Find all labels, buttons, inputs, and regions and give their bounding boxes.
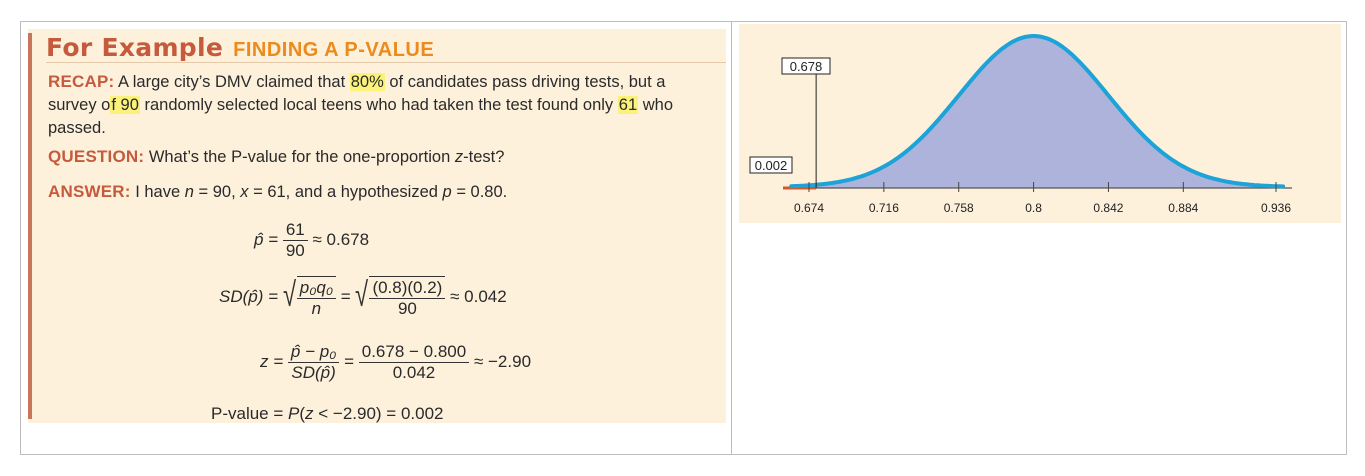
fraction-denominator: 90: [285, 241, 305, 260]
phat-formula: p̂ = 61 90 ≈ 0.678: [254, 220, 369, 261]
sd-formula: SD(p̂) = √ p₀q₀ n = √ (0.8)(0.2) 90 ≈ 0.042: [219, 276, 507, 319]
title-rule: [46, 62, 726, 63]
formula-text: P: [288, 404, 300, 423]
formula-text: ≈ 0.678: [312, 229, 370, 249]
x-tick-label: 0.936: [1261, 201, 1291, 215]
normal-curve-svg: 0.674 0.716 0.758 0.8 0.842 0.884 0.936 0.678 0.…: [749, 34, 1292, 215]
for-example-box: For Example FINDING A P-VALUE RECAP: A la…: [28, 29, 726, 423]
tail-area-label-box: [749, 156, 793, 174]
fraction-numerator: (0.8)(0.2): [369, 278, 446, 299]
formula-text: =: [340, 286, 351, 306]
accent-bar: [28, 33, 32, 419]
radical: √ p₀q₀ n: [283, 276, 337, 319]
pvalue-formula: P-value = P(z < −2.90) = 0.002: [211, 404, 444, 424]
normal-curve-chart: 0.674 0.716 0.758 0.8 0.842 0.884 0.936 0.678 0.…: [739, 24, 1341, 223]
fraction-denominator: SD(p̂): [291, 363, 336, 382]
recap-label: RECAP:: [48, 72, 115, 91]
formula-text: =: [344, 351, 355, 371]
answer-text: x: [240, 183, 249, 201]
recap-text: randomly selected local teens who had ta…: [139, 96, 618, 114]
sqrt-icon: √: [355, 276, 369, 314]
z-formula: z = p̂ − p₀ SD(p̂) = 0.678 − 0.800 0.042 ≈…: [260, 342, 531, 383]
normal-curve: [789, 34, 1286, 189]
answer-text: = 90,: [193, 183, 241, 201]
question-paragraph: QUESTION: What’s the P-value for the one…: [48, 145, 718, 169]
formula-text: SD(p̂) =: [219, 286, 279, 306]
recap-text: who passed.: [48, 96, 673, 137]
fraction-numerator: p̂ − p₀: [287, 342, 340, 363]
fraction-denominator: n: [311, 299, 322, 318]
x-tick-label: 0.842: [1093, 201, 1123, 215]
highlight-90: f 90: [110, 96, 140, 114]
question-label: QUESTION:: [48, 147, 145, 166]
x-tick-label: 0.8: [1025, 201, 1042, 215]
recap-paragraph: RECAP: A large city’s DMV claimed that 8…: [48, 70, 718, 140]
formula-text: ≈ 0.042: [450, 286, 507, 306]
highlight-80: 80%: [349, 73, 385, 91]
outer-frame: [20, 21, 1347, 455]
answer-text: = 0.80.: [451, 183, 508, 201]
observed-label: 0.678: [790, 59, 823, 74]
answer-paragraph: ANSWER: I have n = 90, x = 61, and a hyp…: [48, 180, 718, 204]
x-tick-label: 0.884: [1168, 201, 1198, 215]
example-title: For Example FINDING A P-VALUE: [46, 33, 434, 62]
answer-label: ANSWER:: [48, 182, 131, 201]
x-tick-label: 0.758: [944, 201, 974, 215]
x-tick-label: 0.716: [869, 201, 899, 215]
fraction-numerator: 61: [282, 220, 308, 241]
answer-text: = 61, and a hypothesized: [248, 183, 443, 201]
answer-text: n: [184, 183, 194, 201]
fraction: p̂ − p₀ SD(p̂): [287, 342, 340, 383]
fraction-numerator: p₀q₀: [296, 278, 337, 299]
formula-text: ≈ −2.90: [473, 351, 532, 371]
answer-text: I have: [130, 183, 185, 201]
shaded-area: [816, 36, 1284, 188]
fraction-denominator: 90: [397, 299, 417, 318]
formula-text: (: [299, 404, 306, 423]
fraction: 61 90: [282, 220, 308, 261]
question-text: What’s the P-value for the one-proportio…: [144, 148, 455, 166]
formula-text: P-value =: [211, 404, 289, 423]
question-text: -test?: [463, 148, 505, 166]
radical: √ (0.8)(0.2) 90: [355, 276, 446, 319]
recap-text: A large city’s DMV claimed that: [114, 73, 350, 91]
formula-text: < −2.90) = 0.002: [313, 404, 444, 423]
observed-label-box: [781, 57, 831, 75]
fraction-denominator: 0.042: [392, 363, 436, 382]
formula-text: z: [305, 404, 314, 423]
fraction: 0.678 − 0.800 0.042: [358, 342, 470, 383]
example-subheading: FINDING A P-VALUE: [233, 39, 435, 61]
question-text: z: [454, 148, 464, 166]
formula-text: z =: [260, 351, 284, 371]
example-heading: For Example: [46, 33, 224, 62]
tail-area-label: 0.002: [755, 158, 788, 173]
panel-divider: [731, 21, 732, 455]
recap-text: of candidates pass driving tests, but a …: [48, 73, 666, 114]
formula-text: p̂ =: [254, 229, 279, 249]
x-tick-label: 0.674: [794, 201, 824, 215]
fraction-numerator: 0.678 − 0.800: [358, 342, 470, 363]
highlight-61: 61: [617, 96, 639, 114]
sqrt-icon: √: [282, 276, 296, 314]
answer-text: p: [442, 183, 452, 201]
